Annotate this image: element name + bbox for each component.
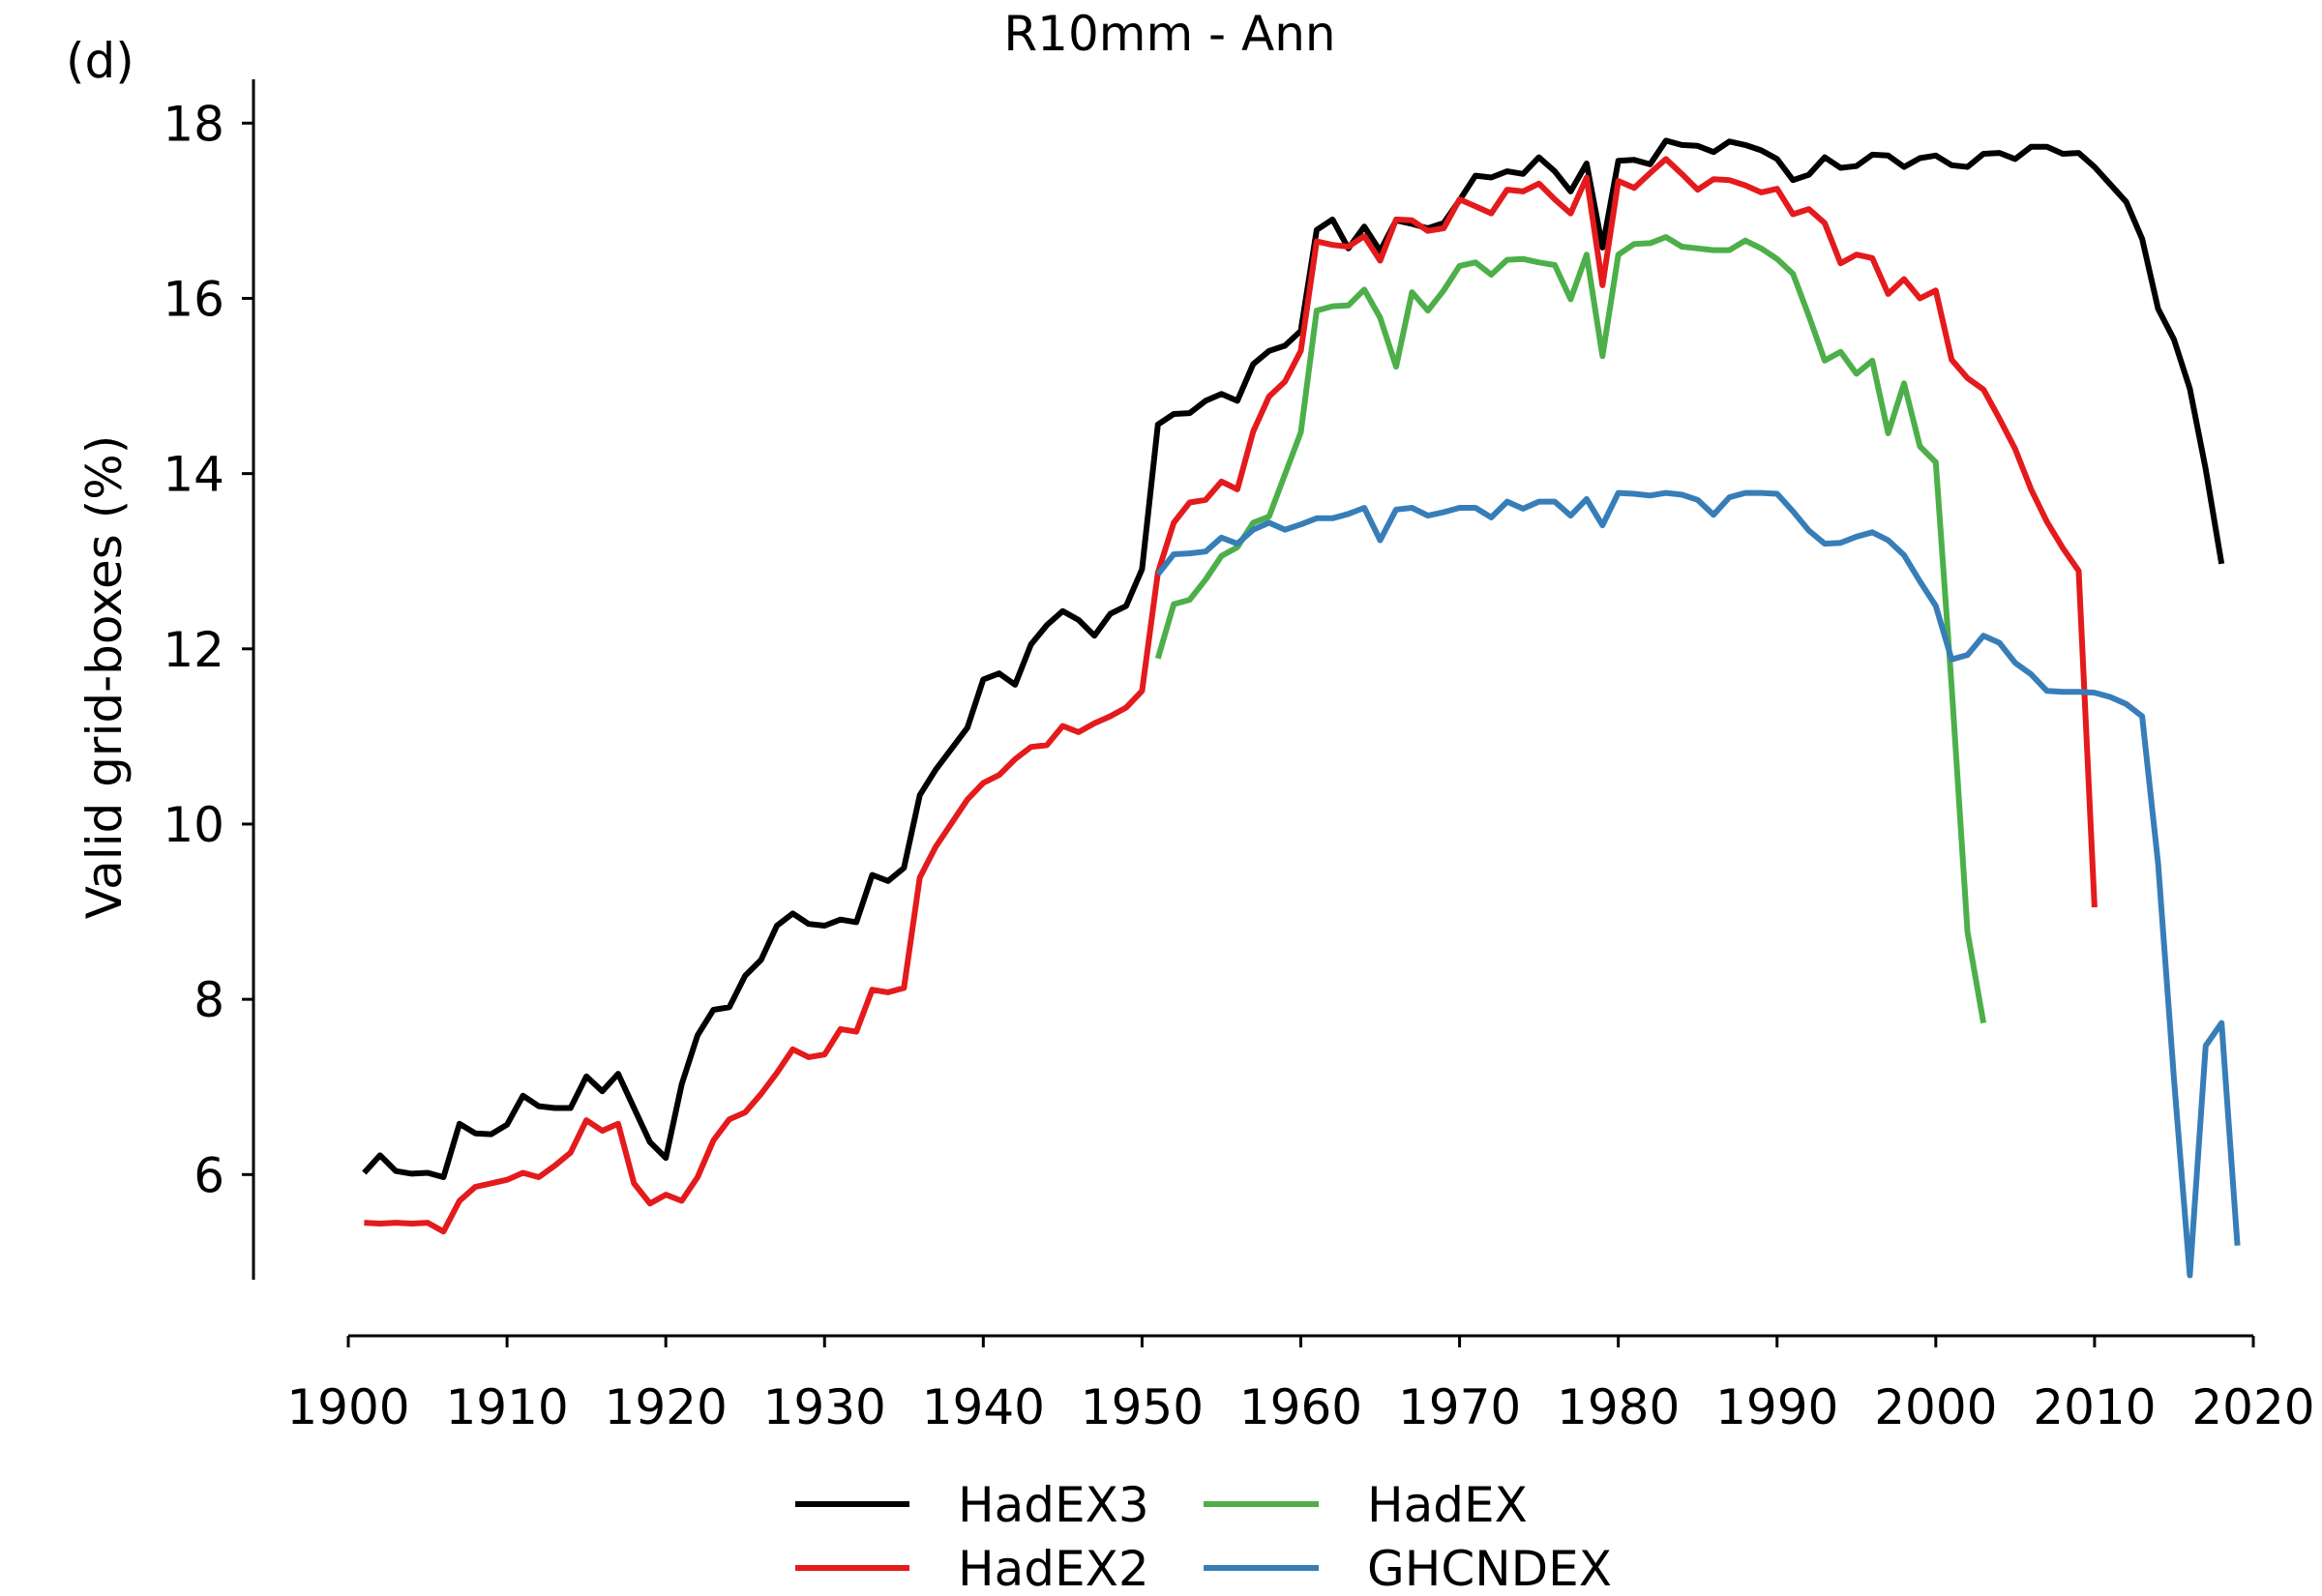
- x-tick-label: 1950: [1081, 1379, 1204, 1435]
- y-tick-label: 8: [194, 972, 224, 1028]
- series-line-hadex3: [362, 137, 2225, 1180]
- series-line-ghcndex: [1155, 489, 2241, 1279]
- x-tick-label: 1990: [1715, 1379, 1838, 1435]
- series-line-hadex2: [364, 156, 2098, 1235]
- legend-label-hadex2: HadEX2: [958, 1541, 1149, 1596]
- legend-label-hadex: HadEX: [1367, 1477, 1528, 1533]
- y-ticks: 6 8 10 12 14 16 18: [163, 96, 253, 1203]
- y-tick-label: 12: [163, 622, 224, 678]
- x-tick-label: 1970: [1398, 1379, 1521, 1435]
- panel-label: (d): [66, 33, 134, 89]
- legend: HadEX3 HadEX2 HadEX GHCNDEX: [795, 1477, 1612, 1596]
- y-tick-label: 14: [163, 447, 224, 503]
- x-ticks: 1900 1910 1920 1930 1940 1950 1960 1970 1980 1990…: [286, 1336, 2315, 1435]
- x-tick-label: 1960: [1239, 1379, 1362, 1435]
- x-tick-label: 2000: [1874, 1379, 1997, 1435]
- x-tick-label: 1940: [922, 1379, 1045, 1435]
- x-tick-label: 1920: [605, 1379, 728, 1435]
- series-lines: [362, 137, 2241, 1279]
- x-tick-label: 2010: [2033, 1379, 2156, 1435]
- x-tick-label: 1980: [1557, 1379, 1680, 1435]
- x-tick-label: 2020: [2191, 1379, 2314, 1435]
- chart-title: R10mm - Ann: [1003, 6, 1335, 62]
- y-axis-label: Valid grid-boxes (%): [76, 435, 133, 919]
- y-tick-label: 6: [194, 1147, 224, 1203]
- y-tick-label: 18: [163, 96, 224, 152]
- y-tick-label: 10: [163, 797, 224, 853]
- x-tick-label: 1900: [286, 1379, 409, 1435]
- legend-label-hadex3: HadEX3: [958, 1477, 1149, 1533]
- legend-label-ghcndex: GHCNDEX: [1367, 1541, 1612, 1596]
- x-tick-label: 1910: [445, 1379, 568, 1435]
- x-tick-label: 1930: [763, 1379, 886, 1435]
- y-tick-label: 16: [163, 271, 224, 327]
- series-line-hadex: [1154, 234, 1987, 1024]
